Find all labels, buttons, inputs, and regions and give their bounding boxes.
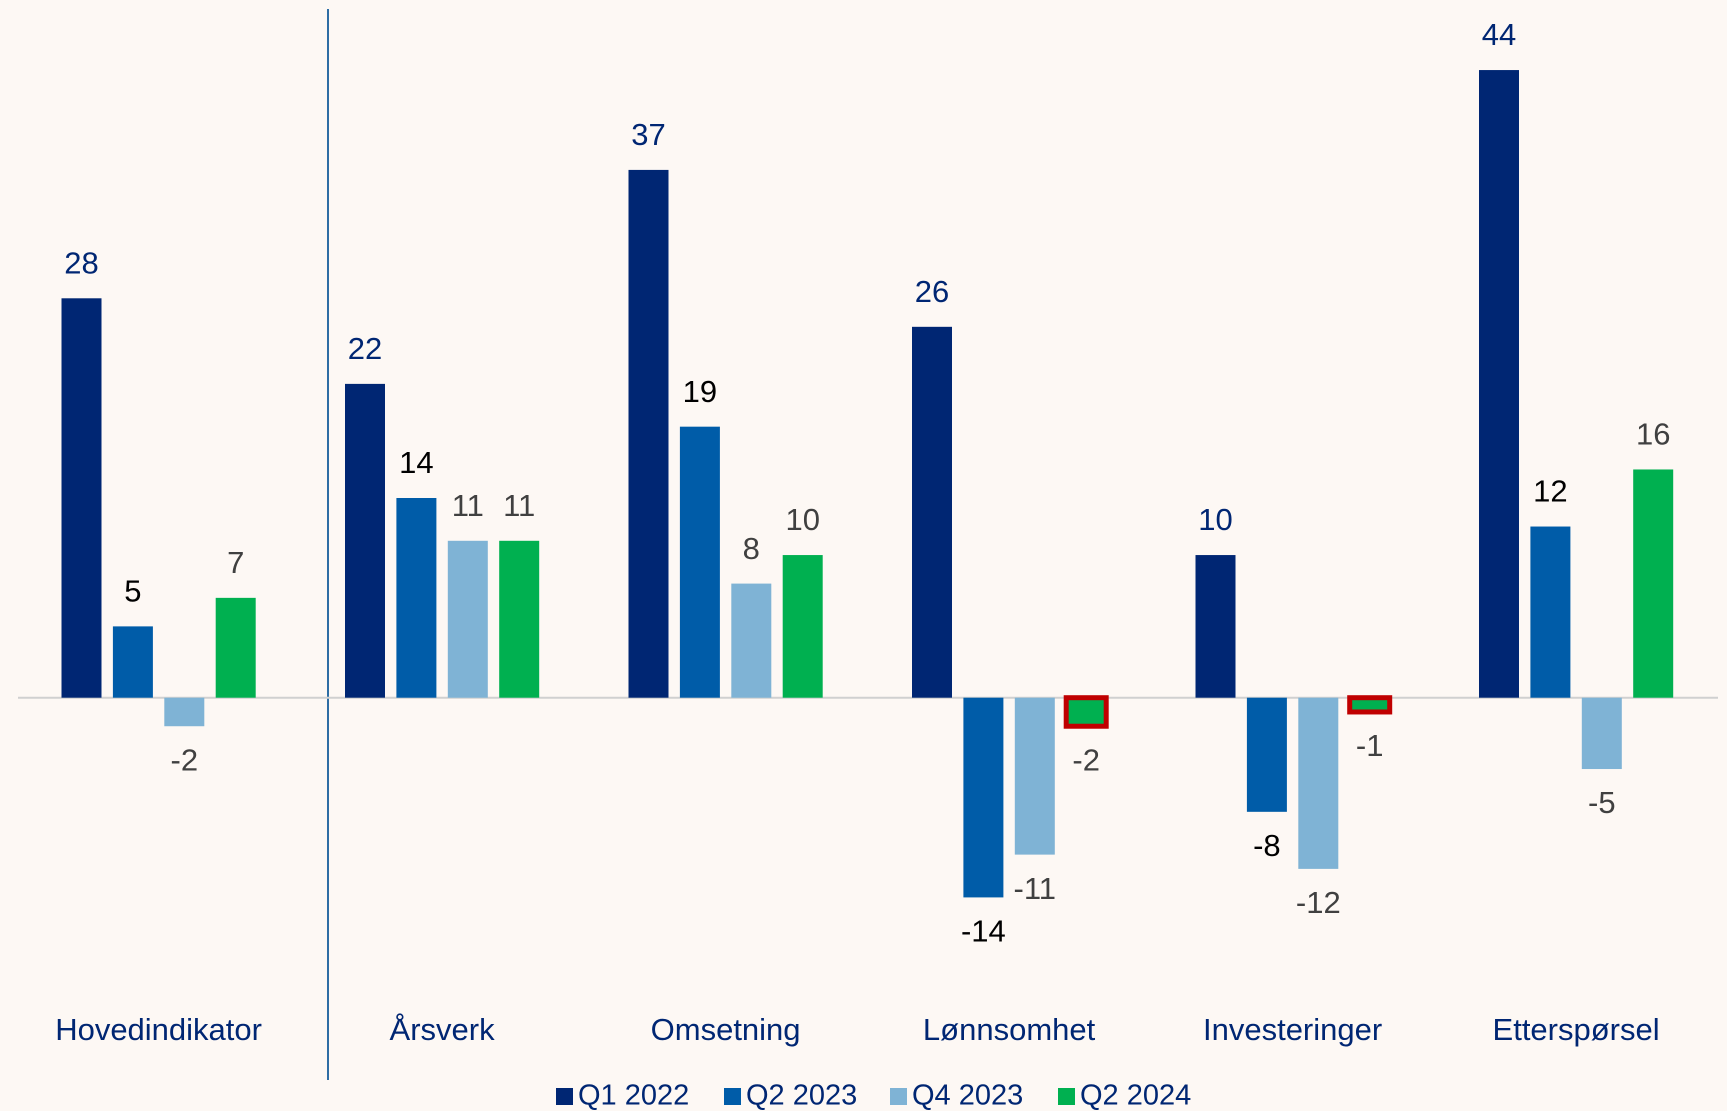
bar [1633, 469, 1674, 698]
bar [1347, 695, 1393, 715]
bar [447, 540, 488, 698]
legend-label: Q1 2022 [578, 1080, 689, 1111]
bar [1581, 697, 1622, 770]
bar [499, 540, 540, 698]
data-label: 16 [1636, 417, 1670, 452]
bar [1014, 697, 1055, 855]
legend-label: Q4 2023 [912, 1080, 1023, 1111]
data-label: -8 [1253, 828, 1281, 863]
x-tick-label: Investeringer [1203, 1012, 1382, 1047]
legend-swatch [890, 1088, 907, 1105]
bar [963, 697, 1004, 898]
data-label: 37 [631, 117, 665, 152]
data-label: 19 [683, 374, 717, 409]
data-label: -2 [171, 742, 199, 777]
data-label: -12 [1296, 885, 1341, 920]
x-tick-label: Omsetning [651, 1012, 801, 1047]
bar [782, 555, 823, 698]
bar [1298, 697, 1339, 869]
data-label: 12 [1533, 474, 1567, 509]
bar [1063, 695, 1109, 729]
legend-label: Q2 2023 [746, 1080, 857, 1111]
data-label: 22 [348, 331, 382, 366]
bar [628, 169, 669, 698]
bar [912, 326, 952, 698]
data-label: -1 [1356, 728, 1384, 763]
data-label: -14 [961, 914, 1006, 949]
data-label: 11 [452, 488, 484, 523]
bar [1530, 526, 1571, 698]
data-label: 10 [1198, 502, 1232, 537]
data-label: 10 [785, 502, 819, 537]
legend-swatch [1058, 1088, 1075, 1105]
legend-swatch [556, 1088, 573, 1105]
bar [215, 597, 256, 698]
bar [164, 697, 205, 727]
bar [1195, 555, 1236, 698]
bar [61, 298, 102, 698]
data-label: -11 [1014, 871, 1057, 906]
data-label: 44 [1482, 17, 1516, 52]
legend-swatch [724, 1088, 741, 1105]
bar [396, 498, 437, 698]
bar [731, 583, 772, 698]
data-label: 14 [399, 445, 433, 480]
bar [679, 426, 720, 698]
data-label: -5 [1588, 785, 1616, 820]
bar [1246, 697, 1287, 812]
data-label: 28 [64, 245, 98, 280]
data-label: -2 [1072, 742, 1100, 777]
bar [1479, 70, 1519, 698]
data-label: 5 [124, 574, 141, 609]
x-tick-label: Årsverk [390, 1012, 496, 1047]
data-label: 8 [743, 531, 760, 566]
bar [112, 626, 153, 698]
x-tick-label: Hovedindikator [55, 1012, 262, 1047]
x-tick-label: Etterspørsel [1493, 1012, 1660, 1047]
data-label: 11 [503, 488, 535, 523]
x-tick-label: Lønnsomhet [923, 1012, 1096, 1047]
data-label: 26 [915, 274, 949, 309]
data-label: 7 [227, 545, 244, 580]
bar [345, 383, 385, 698]
legend-label: Q2 2024 [1080, 1080, 1191, 1111]
